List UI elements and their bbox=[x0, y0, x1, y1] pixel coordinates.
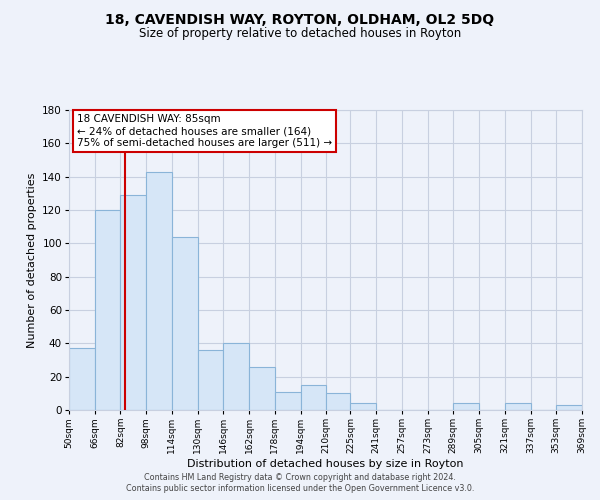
Bar bbox=[95, 210, 121, 410]
Text: Contains HM Land Registry data © Crown copyright and database right 2024.: Contains HM Land Registry data © Crown c… bbox=[144, 472, 456, 482]
Bar bbox=[146, 172, 172, 410]
Bar bbox=[223, 344, 249, 410]
Text: 18 CAVENDISH WAY: 85sqm
← 24% of detached houses are smaller (164)
75% of semi-d: 18 CAVENDISH WAY: 85sqm ← 24% of detache… bbox=[77, 114, 332, 148]
Bar bbox=[69, 348, 95, 410]
Bar bbox=[556, 405, 582, 410]
Bar bbox=[249, 366, 275, 410]
Text: 18, CAVENDISH WAY, ROYTON, OLDHAM, OL2 5DQ: 18, CAVENDISH WAY, ROYTON, OLDHAM, OL2 5… bbox=[106, 12, 494, 26]
Bar bbox=[505, 404, 530, 410]
Bar bbox=[454, 404, 479, 410]
Text: Size of property relative to detached houses in Royton: Size of property relative to detached ho… bbox=[139, 28, 461, 40]
Bar bbox=[275, 392, 301, 410]
Bar bbox=[172, 236, 197, 410]
Bar bbox=[121, 195, 146, 410]
Bar bbox=[326, 394, 350, 410]
X-axis label: Distribution of detached houses by size in Royton: Distribution of detached houses by size … bbox=[187, 459, 464, 469]
Text: Contains public sector information licensed under the Open Government Licence v3: Contains public sector information licen… bbox=[126, 484, 474, 493]
Y-axis label: Number of detached properties: Number of detached properties bbox=[27, 172, 37, 348]
Bar bbox=[197, 350, 223, 410]
Bar bbox=[301, 385, 326, 410]
Bar bbox=[350, 404, 376, 410]
